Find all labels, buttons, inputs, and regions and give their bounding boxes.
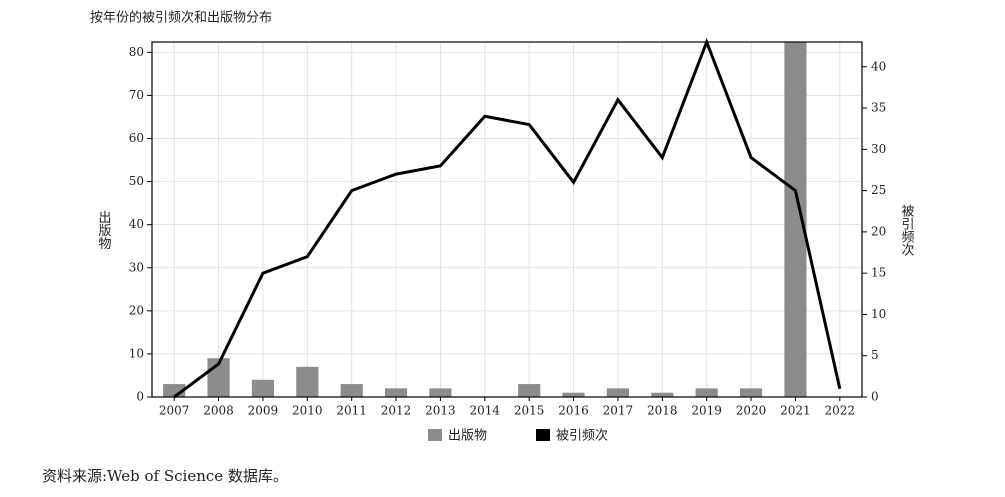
y2-tick-label: 30 bbox=[871, 142, 886, 156]
y2-tick-label: 0 bbox=[871, 390, 879, 404]
bar bbox=[296, 366, 319, 397]
plot-frame bbox=[151, 41, 863, 398]
legend-label: 被引频次 bbox=[556, 428, 608, 444]
y2-tick-label: 40 bbox=[871, 59, 886, 73]
axes: 0 10 20 30 40 50 60 70 80 0 5 10 15 20 25 30 35 40 2007 200… bbox=[129, 41, 886, 418]
x-tick-label: 2016 bbox=[558, 404, 589, 418]
y-tick-label: 40 bbox=[129, 217, 144, 231]
line bbox=[173, 37, 842, 399]
x-tick-label: 2007 bbox=[159, 404, 190, 418]
x-tick-label: 2017 bbox=[603, 404, 634, 418]
x-tick-label: 2013 bbox=[425, 404, 456, 418]
plot-area bbox=[163, 42, 807, 397]
x-tick-label: 2014 bbox=[470, 404, 501, 418]
bar bbox=[251, 379, 275, 397]
y-tick-label: 80 bbox=[129, 45, 144, 59]
legend-label: 出版物 bbox=[448, 429, 487, 444]
bar bbox=[739, 388, 763, 397]
y-tick-label: 30 bbox=[129, 260, 144, 274]
bar bbox=[340, 384, 363, 397]
bar bbox=[429, 388, 452, 397]
bar bbox=[695, 388, 718, 397]
x-tick-label: 2011 bbox=[336, 404, 367, 418]
y-tick-label: 10 bbox=[129, 346, 144, 360]
y2-tick-label: 10 bbox=[871, 307, 886, 321]
y2-tick-label: 25 bbox=[871, 183, 886, 197]
grid bbox=[152, 42, 862, 398]
y2-axis-label: 被引频次 bbox=[899, 204, 915, 256]
bar bbox=[784, 42, 807, 397]
legend-swatch bbox=[536, 429, 550, 441]
y-tick-label: 20 bbox=[129, 303, 144, 317]
x-tick-label: 2015 bbox=[514, 404, 545, 418]
x-tick-label: 2022 bbox=[825, 404, 856, 418]
y-tick-label: 0 bbox=[136, 390, 144, 404]
y-tick-label: 50 bbox=[129, 174, 144, 188]
x-tick-label: 2012 bbox=[381, 404, 412, 418]
bar bbox=[518, 384, 541, 397]
bar bbox=[562, 392, 585, 397]
source-note: 资料来源:Web of Science 数据库。 bbox=[42, 467, 288, 485]
y-axis-label: 出版物 bbox=[96, 211, 112, 251]
y2-tick-label: 15 bbox=[871, 266, 886, 280]
bar bbox=[384, 388, 408, 397]
x-tick-label: 2008 bbox=[203, 404, 234, 418]
chart-title: 按年份的被引频次和出版物分布 bbox=[90, 10, 272, 26]
legend-swatch bbox=[428, 429, 442, 441]
x-tick-label: 2018 bbox=[647, 404, 678, 418]
x-tick-label: 2019 bbox=[691, 404, 722, 418]
bar bbox=[651, 392, 674, 397]
y2-tick-label: 20 bbox=[871, 224, 886, 238]
bar bbox=[606, 388, 630, 397]
y-tick-label: 70 bbox=[129, 88, 144, 102]
y2-tick-label: 5 bbox=[871, 348, 879, 362]
y-tick-label: 60 bbox=[129, 131, 144, 145]
y2-tick-label: 35 bbox=[871, 101, 886, 115]
x-tick-label: 2010 bbox=[292, 404, 323, 418]
x-tick-label: 2009 bbox=[248, 404, 279, 418]
x-tick-label: 2020 bbox=[736, 404, 767, 418]
x-tick-label: 2021 bbox=[780, 404, 811, 418]
